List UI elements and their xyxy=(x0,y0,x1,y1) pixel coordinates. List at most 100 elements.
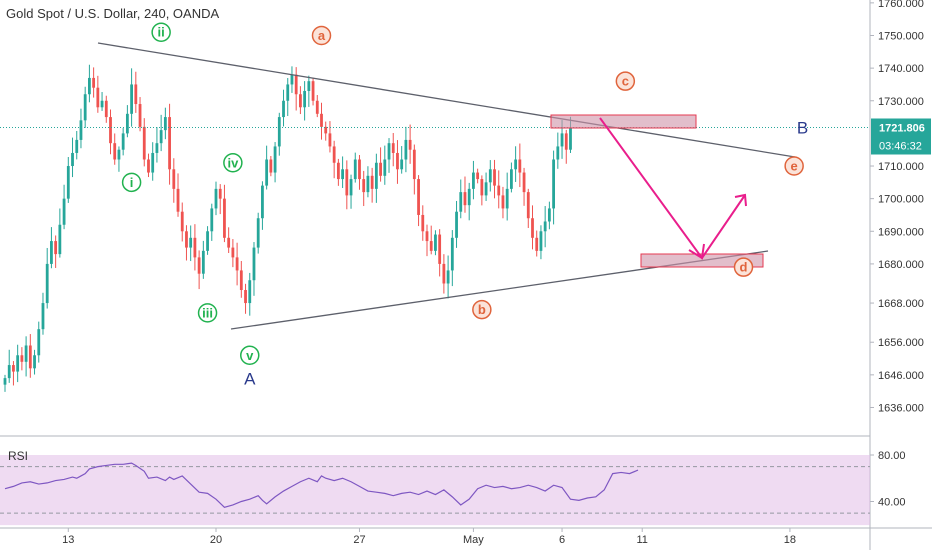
candle-body xyxy=(560,133,564,147)
price-tick-label: 1730.000 xyxy=(878,96,924,108)
candle-body xyxy=(299,94,302,108)
last-price-badge[interactable] xyxy=(871,118,931,137)
candle-body xyxy=(404,139,408,160)
candle-body xyxy=(476,172,480,180)
candle-body xyxy=(358,159,361,180)
candle-body xyxy=(425,231,429,242)
price-axis[interactable]: 1760.000 1750.000 1740.000 1730.000 1710.000… xyxy=(870,0,931,414)
price-tick-label: 1668.000 xyxy=(878,298,924,310)
wave-circle-d xyxy=(733,257,754,277)
candle-body xyxy=(83,94,87,121)
projection-path xyxy=(599,117,746,260)
candle-body xyxy=(20,355,24,362)
wave-label-v: v xyxy=(246,348,254,363)
candle-body xyxy=(201,250,205,274)
wave-circle-v xyxy=(240,345,260,366)
candle-body xyxy=(518,159,522,173)
candle-body xyxy=(88,77,91,95)
wave-label-a: a xyxy=(318,28,326,43)
candle-body xyxy=(332,146,336,163)
candle-body xyxy=(231,247,235,258)
candle-body xyxy=(569,127,572,150)
candle-body xyxy=(315,100,319,114)
candle-body xyxy=(185,231,188,248)
candle-body xyxy=(442,263,446,284)
price-tick-label: 1710.000 xyxy=(878,161,924,173)
candle-body xyxy=(379,162,382,176)
candle-body xyxy=(282,100,285,118)
wave-label-ii: ii xyxy=(158,25,165,40)
candle-body xyxy=(552,159,555,209)
wave-label-iv: iv xyxy=(227,155,239,170)
candle-body xyxy=(463,192,467,206)
time-tick-label: 13 xyxy=(62,534,74,546)
wave-label-i: i xyxy=(130,175,134,190)
candle-body xyxy=(391,143,395,153)
candle-body xyxy=(12,365,15,372)
price-tick-label: 1700.000 xyxy=(878,194,924,206)
candle-body xyxy=(197,257,201,274)
candle-body xyxy=(142,126,146,160)
time-tick-label: 20 xyxy=(210,534,222,546)
candle-body xyxy=(455,211,458,238)
candle-body xyxy=(366,175,370,193)
price-tick-label: 1656.000 xyxy=(878,337,924,349)
price-tick-label: 1680.000 xyxy=(878,259,924,271)
candle-body xyxy=(484,182,488,196)
candle-body xyxy=(514,159,518,170)
rsi-panel: 80.00 40.00 xyxy=(0,450,906,526)
candle-body xyxy=(303,90,307,108)
price-tick-label: 1760.000 xyxy=(878,0,924,10)
candle-body xyxy=(248,280,252,304)
candle-body xyxy=(353,159,357,180)
candle-body xyxy=(79,120,83,140)
price-tick-label: 1690.000 xyxy=(878,226,924,238)
candle-body xyxy=(336,162,340,180)
wave-label-c: c xyxy=(622,74,629,89)
price-tick-label: 1750.000 xyxy=(878,31,924,43)
last-price-value: 1721.806 xyxy=(879,122,925,134)
candle-body xyxy=(467,188,471,206)
time-tick-label: 18 xyxy=(784,534,796,546)
candle-body xyxy=(349,179,353,196)
candle-body xyxy=(429,241,433,251)
wave-circle-iv xyxy=(223,153,243,173)
candle-body xyxy=(66,166,70,199)
candle-body xyxy=(438,234,442,264)
candle-body xyxy=(324,126,328,134)
candle-body xyxy=(50,241,53,264)
candle-body xyxy=(252,247,256,281)
candle-body xyxy=(286,84,290,101)
candle-body xyxy=(244,290,247,304)
upper-trendline xyxy=(97,42,796,158)
candle-body xyxy=(168,117,171,170)
wave-circle-b xyxy=(472,299,492,320)
candle-body xyxy=(345,169,349,196)
candle-body xyxy=(459,192,463,212)
wave-label-b: b xyxy=(478,302,486,317)
candle-body xyxy=(383,159,387,176)
candle-body xyxy=(125,113,129,134)
candle-body xyxy=(239,270,243,291)
candle-body xyxy=(75,139,79,153)
candle-body xyxy=(130,84,133,114)
time-tick-label: May xyxy=(463,534,484,546)
candle-body xyxy=(400,159,404,170)
candle-body xyxy=(172,169,176,189)
candle-body xyxy=(421,214,425,232)
candle-body xyxy=(28,345,32,369)
candle-body xyxy=(434,234,437,251)
candle-body xyxy=(62,198,66,225)
candle-body xyxy=(328,133,332,147)
countdown-badge[interactable] xyxy=(871,136,931,155)
candle-body xyxy=(147,159,150,173)
price-tick-label: 1646.000 xyxy=(878,370,924,382)
candle-body xyxy=(535,237,539,251)
candle-body xyxy=(45,263,49,304)
price-tick-label: 1740.000 xyxy=(878,63,924,75)
candle-body xyxy=(100,100,104,108)
candle-body xyxy=(497,185,501,196)
candle-body xyxy=(408,139,412,150)
time-axis[interactable]: 13 20 27 May 6 11 18 xyxy=(62,528,796,546)
wave-label-d: d xyxy=(740,260,748,275)
